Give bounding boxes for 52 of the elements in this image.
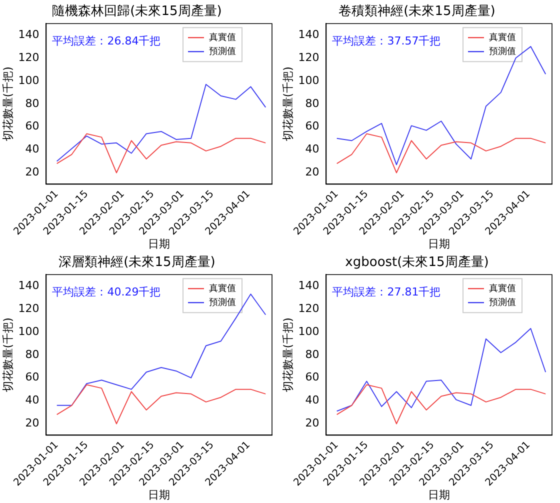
y-tick-label: 80: [305, 348, 320, 361]
y-axis-title: 切花數量(千把): [1, 318, 14, 392]
y-tick-label: 60: [25, 120, 40, 133]
y-tick-label: 20: [25, 166, 40, 179]
x-axis-title: 日期: [428, 488, 450, 502]
legend-label: 預測值: [489, 296, 516, 308]
x-axis-title: 日期: [148, 488, 170, 502]
y-tick-label: 120: [298, 302, 320, 315]
legend-label: 預測值: [209, 296, 236, 308]
annotation: 平均誤差：40.29千把: [52, 285, 161, 298]
y-tick-label: 20: [25, 416, 40, 430]
y-tick-label: 40: [25, 394, 40, 407]
legend-label: 真實值: [209, 32, 236, 43]
y-tick-label: 140: [18, 278, 40, 292]
y-tick-label: 120: [298, 50, 320, 64]
y-tick-label: 140: [298, 278, 320, 292]
y-tick-label: 80: [25, 96, 40, 110]
y-tick-label: 40: [25, 142, 40, 156]
y-tick-label: 40: [305, 394, 320, 407]
legend-label: 真實值: [489, 32, 516, 43]
x-axis-title: 日期: [148, 237, 170, 250]
y-tick-label: 100: [18, 74, 40, 87]
legend-label: 預測值: [489, 46, 516, 57]
y-axis-title: 切花數量(千把): [281, 66, 294, 142]
y-axis-title: 切花數量(千把): [281, 318, 294, 392]
y-tick-label: 100: [298, 74, 320, 87]
y-tick-label: 20: [305, 416, 320, 430]
y-tick-label: 40: [305, 142, 320, 156]
y-tick-label: 80: [305, 96, 320, 110]
y-tick-label: 60: [305, 370, 320, 384]
chart-title: 卷積類神經(未來15周產量): [338, 4, 496, 20]
legend-label: 真實值: [209, 282, 236, 294]
y-tick-label: 140: [18, 28, 40, 41]
chart-title: 深層類神經(未來15周產量): [58, 255, 216, 270]
y-tick-label: 140: [298, 28, 320, 41]
y-tick-label: 100: [298, 324, 320, 338]
annotation: 平均誤差：26.84千把: [52, 34, 161, 48]
y-tick-label: 60: [305, 120, 320, 133]
y-tick-label: 120: [18, 302, 40, 315]
legend-label: 預測值: [209, 46, 236, 57]
y-axis-title: 切花數量(千把): [1, 66, 14, 142]
x-axis-title: 日期: [428, 237, 450, 250]
y-tick-label: 120: [18, 50, 40, 64]
annotation: 平均誤差：37.57千把: [332, 34, 441, 48]
y-tick-label: 60: [25, 370, 40, 384]
chart-title: xgboost(未來15周產量): [345, 255, 489, 270]
chart-title: 隨機森林回歸(未來15周產量): [52, 4, 222, 20]
y-tick-label: 80: [25, 348, 40, 361]
annotation: 平均誤差：27.81千把: [332, 285, 441, 298]
y-tick-label: 100: [18, 324, 40, 338]
legend-label: 真實值: [489, 282, 516, 294]
y-tick-label: 20: [305, 166, 320, 179]
